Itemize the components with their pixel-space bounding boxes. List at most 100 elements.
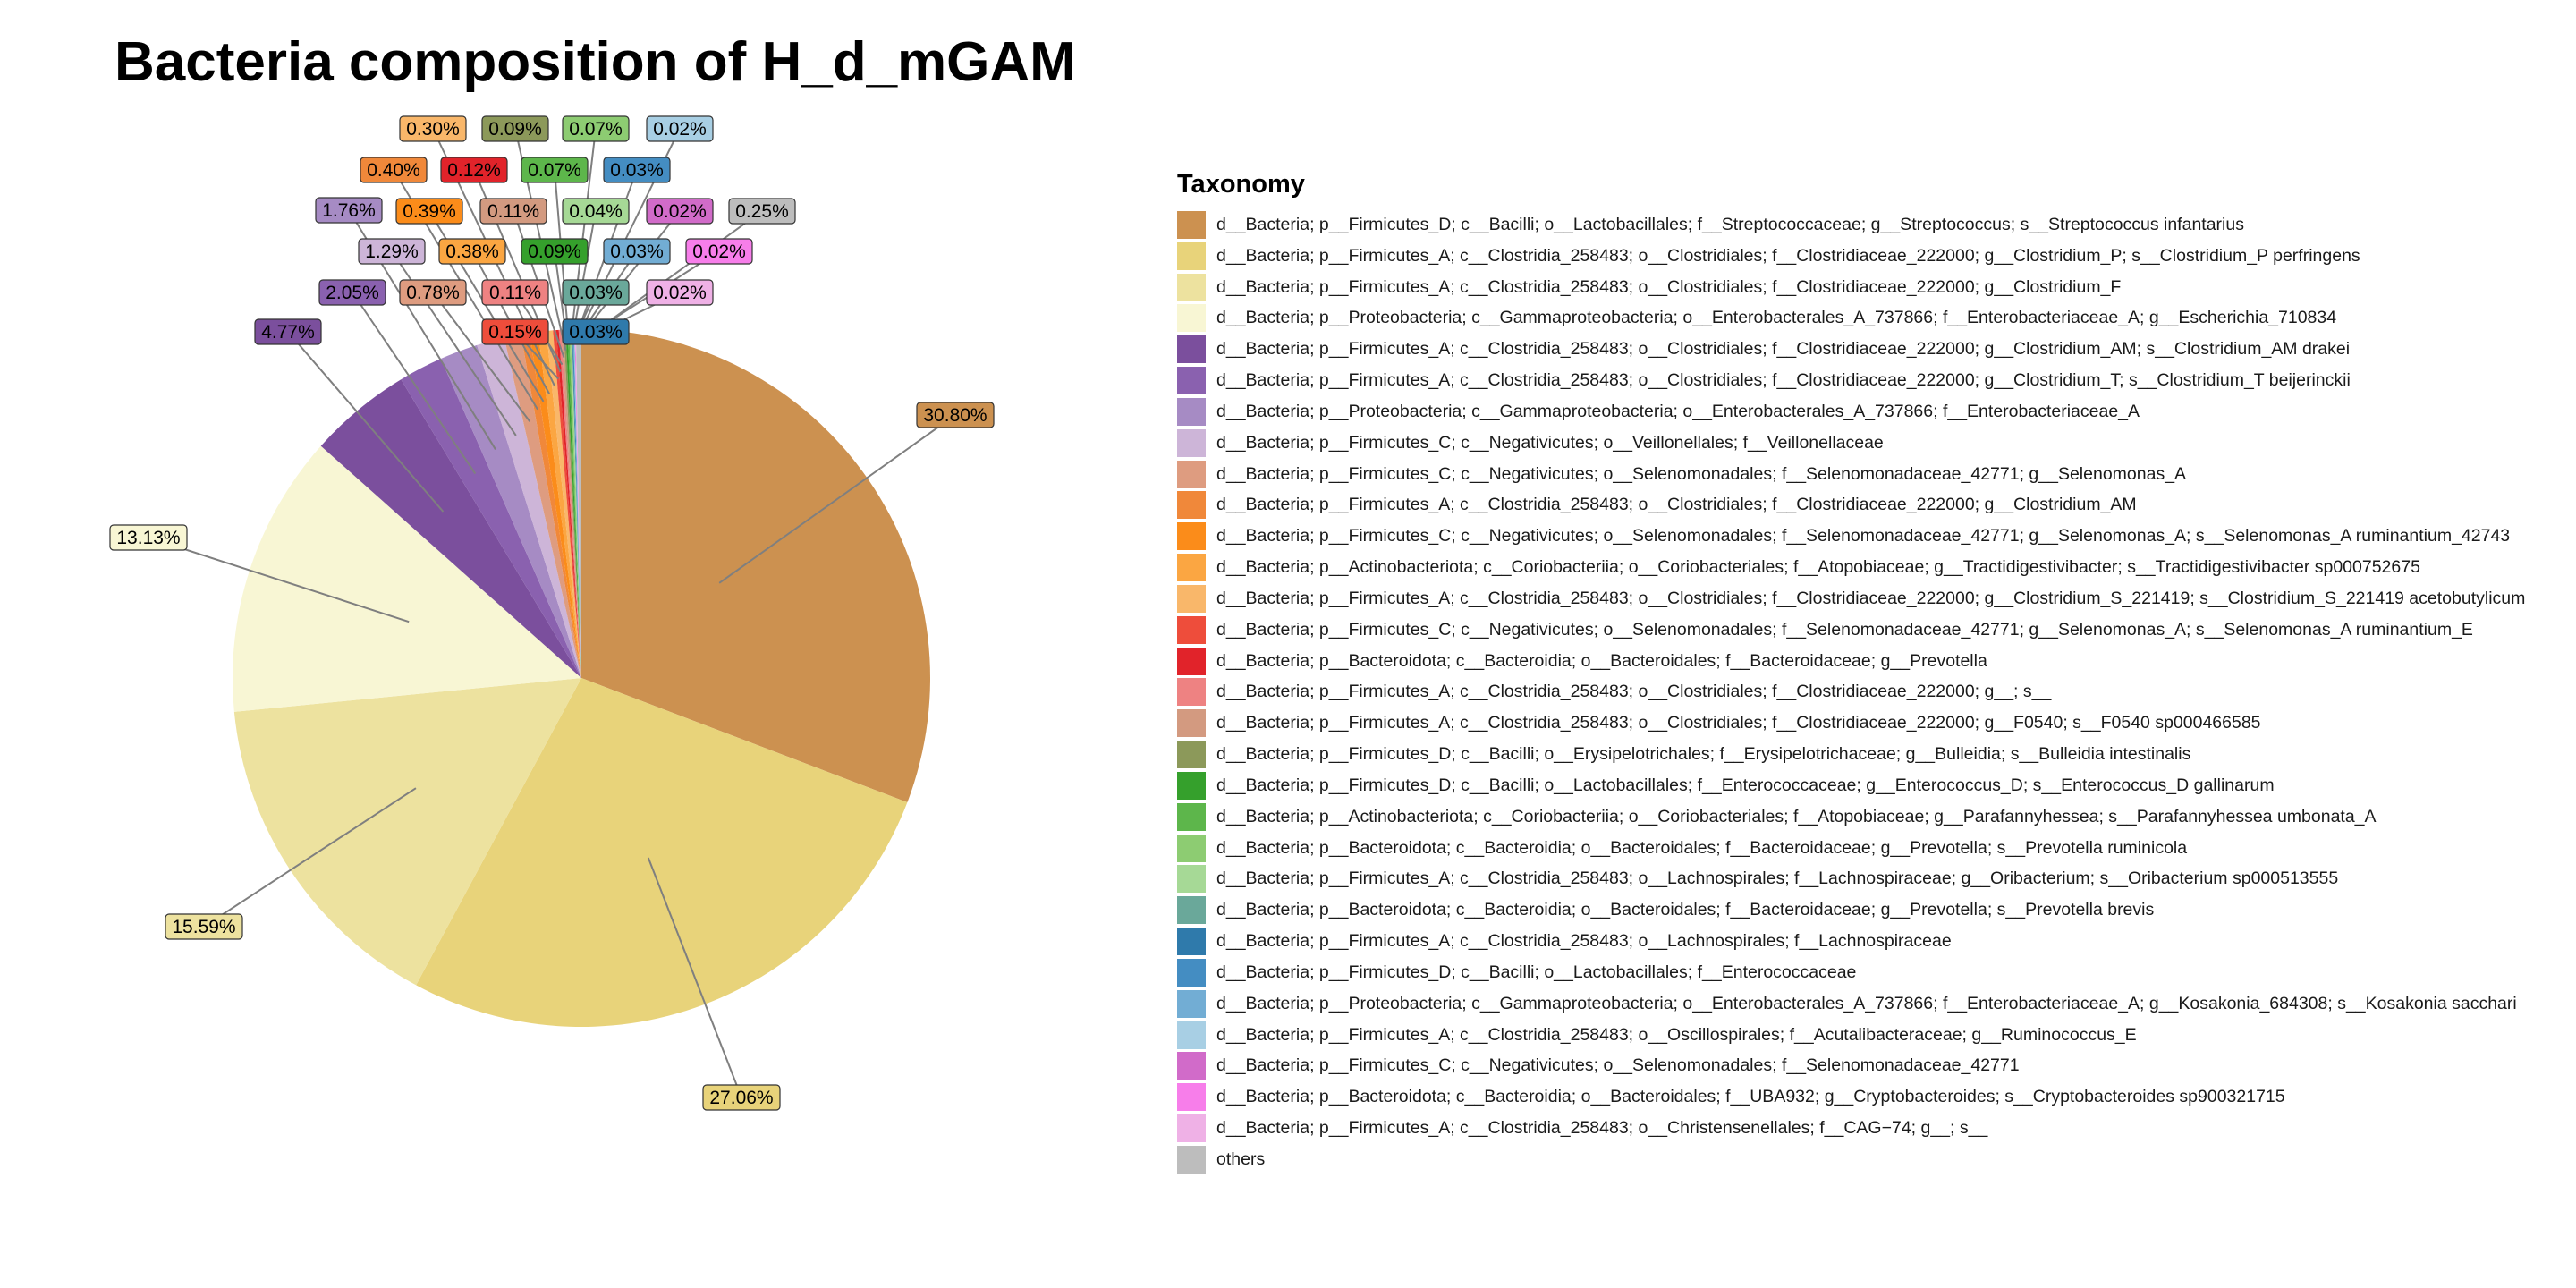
legend-color-key — [1177, 741, 1206, 769]
slice-label-box — [315, 197, 383, 224]
legend-label: others — [1216, 1148, 1266, 1169]
pie-slice — [538, 330, 581, 678]
slice-label: 0.11% — [481, 279, 549, 306]
slice-label-text: 13.13% — [116, 528, 180, 548]
pie-chart: 30.80% 27.06% 15.59% 13.13% 4.77% 2.05% 1.76% 1… — [109, 115, 995, 1111]
slice-label-text: 2.05% — [326, 283, 379, 303]
legend-color-key — [1177, 802, 1206, 831]
slice-label-box — [562, 279, 630, 306]
legend-color-key — [1177, 958, 1206, 987]
slice-label-text: 0.09% — [488, 119, 542, 140]
legend-color-key — [1177, 678, 1206, 707]
slice-label: 13.13% — [109, 524, 188, 551]
legend-label: d__Bacteria; p__Firmicutes_A; c__Clostri… — [1216, 1024, 2137, 1045]
slice-label: 0.04% — [562, 198, 630, 225]
legend-label: d__Bacteria; p__Firmicutes_D; c__Bacilli… — [1216, 775, 2275, 795]
pie-slice — [233, 445, 581, 712]
slice-label-box — [481, 115, 549, 142]
slice-label-box — [646, 198, 714, 225]
pie-slices — [233, 329, 930, 1027]
slice-label-text: 0.02% — [692, 242, 746, 262]
slice-label-text: 0.02% — [653, 119, 707, 140]
pie-slice — [571, 329, 581, 678]
pie-slice — [581, 329, 930, 803]
legend-color-key — [1177, 242, 1206, 270]
slice-label: 0.09% — [521, 238, 589, 265]
slice-label-box — [685, 238, 753, 265]
slice-label-box — [399, 115, 467, 142]
pie-slice — [440, 344, 581, 678]
slice-label: 0.40% — [360, 157, 428, 183]
slice-label-text: 0.40% — [367, 160, 420, 181]
pie-slice — [573, 329, 581, 678]
leader-line — [718, 414, 956, 584]
slice-label-box — [646, 279, 714, 306]
slice-label-box — [562, 198, 630, 225]
legend-color-key — [1177, 771, 1206, 800]
legend-color-key — [1177, 1021, 1206, 1049]
slice-label-box — [646, 115, 714, 142]
pie-slice — [555, 329, 581, 678]
pie-slice — [565, 329, 581, 678]
legend-label: d__Bacteria; p__Bacteroidota; c__Bactero… — [1216, 1087, 2285, 1107]
slice-label-text: 0.03% — [569, 283, 623, 303]
legend-color-key — [1177, 522, 1206, 551]
slice-label-text: 0.02% — [653, 201, 707, 222]
slice-label-box — [521, 157, 589, 183]
slice-label-box — [440, 157, 508, 183]
pie-slice — [477, 337, 581, 678]
slice-label-text: 1.29% — [365, 242, 419, 262]
legend-label: d__Bacteria; p__Firmicutes_D; c__Bacilli… — [1216, 215, 2244, 234]
pie-slice — [570, 329, 581, 678]
legend-color-key — [1177, 615, 1206, 644]
legend-label: d__Bacteria; p__Firmicutes_A; c__Clostri… — [1216, 931, 1952, 952]
slice-label: 0.30% — [399, 115, 467, 142]
legend-label: d__Bacteria; p__Firmicutes_A; c__Clostri… — [1216, 339, 2351, 360]
legend-color-key — [1177, 211, 1206, 239]
legend-label: d__Bacteria; p__Firmicutes_A; c__Clostri… — [1216, 276, 2122, 297]
legend-color-key — [1177, 584, 1206, 613]
pie-slice — [504, 334, 581, 678]
legend-label: d__Bacteria; p__Firmicutes_A; c__Clostri… — [1216, 245, 2360, 266]
slice-label-box — [479, 198, 547, 225]
slice-label-text: 0.09% — [528, 242, 581, 262]
legend-color-key — [1177, 647, 1206, 675]
slice-label-box — [165, 913, 243, 940]
leader-line — [203, 787, 417, 928]
slice-label: 0.03% — [603, 238, 671, 265]
slice-label-box — [603, 157, 671, 183]
slice-label-box — [254, 318, 322, 345]
slice-label: 27.06% — [702, 1084, 781, 1111]
slice-label-text: 15.59% — [172, 917, 235, 937]
slice-label-box — [728, 198, 796, 225]
legend-label: d__Bacteria; p__Bacteroidota; c__Bactero… — [1216, 650, 1987, 671]
legend-label: d__Bacteria; p__Actinobacteriota; c__Cor… — [1216, 806, 2377, 826]
pie-slice — [530, 332, 581, 678]
legend-label: d__Bacteria; p__Firmicutes_D; c__Bacilli… — [1216, 744, 2191, 765]
slice-label-box — [521, 238, 589, 265]
legend-label: d__Bacteria; p__Firmicutes_A; c__Clostri… — [1216, 370, 2351, 391]
pie-slice — [569, 329, 581, 678]
slice-label: 1.29% — [358, 238, 426, 265]
slice-label-box — [360, 157, 428, 183]
slice-label: 0.07% — [562, 115, 630, 142]
legend-label: d__Bacteria; p__Firmicutes_A; c__Clostri… — [1216, 495, 2137, 515]
slice-label-text: 0.25% — [735, 201, 789, 222]
slice-label: 0.02% — [646, 198, 714, 225]
legend-title: Taxonomy — [1177, 170, 1305, 199]
pie-slice — [575, 329, 581, 678]
slice-label-text: 0.03% — [610, 242, 664, 262]
slice-value-labels: 30.80% 27.06% 15.59% 13.13% 4.77% 2.05% 1.76% 1… — [109, 115, 995, 1111]
slice-label-box — [603, 238, 671, 265]
legend-color-key — [1177, 865, 1206, 894]
pie-slice — [553, 330, 581, 678]
pie-slice — [521, 333, 581, 678]
legend-color-key — [1177, 491, 1206, 520]
legend-color-key — [1177, 367, 1206, 395]
legend-color-key — [1177, 304, 1206, 333]
legend-label: d__Bacteria; p__Firmicutes_A; c__Clostri… — [1216, 869, 2339, 889]
slice-label-box — [702, 1084, 781, 1111]
slice-label: 4.77% — [254, 318, 322, 345]
slice-label: 0.15% — [481, 318, 549, 345]
legend-label: d__Bacteria; p__Firmicutes_C; c__Negativ… — [1216, 526, 2511, 547]
